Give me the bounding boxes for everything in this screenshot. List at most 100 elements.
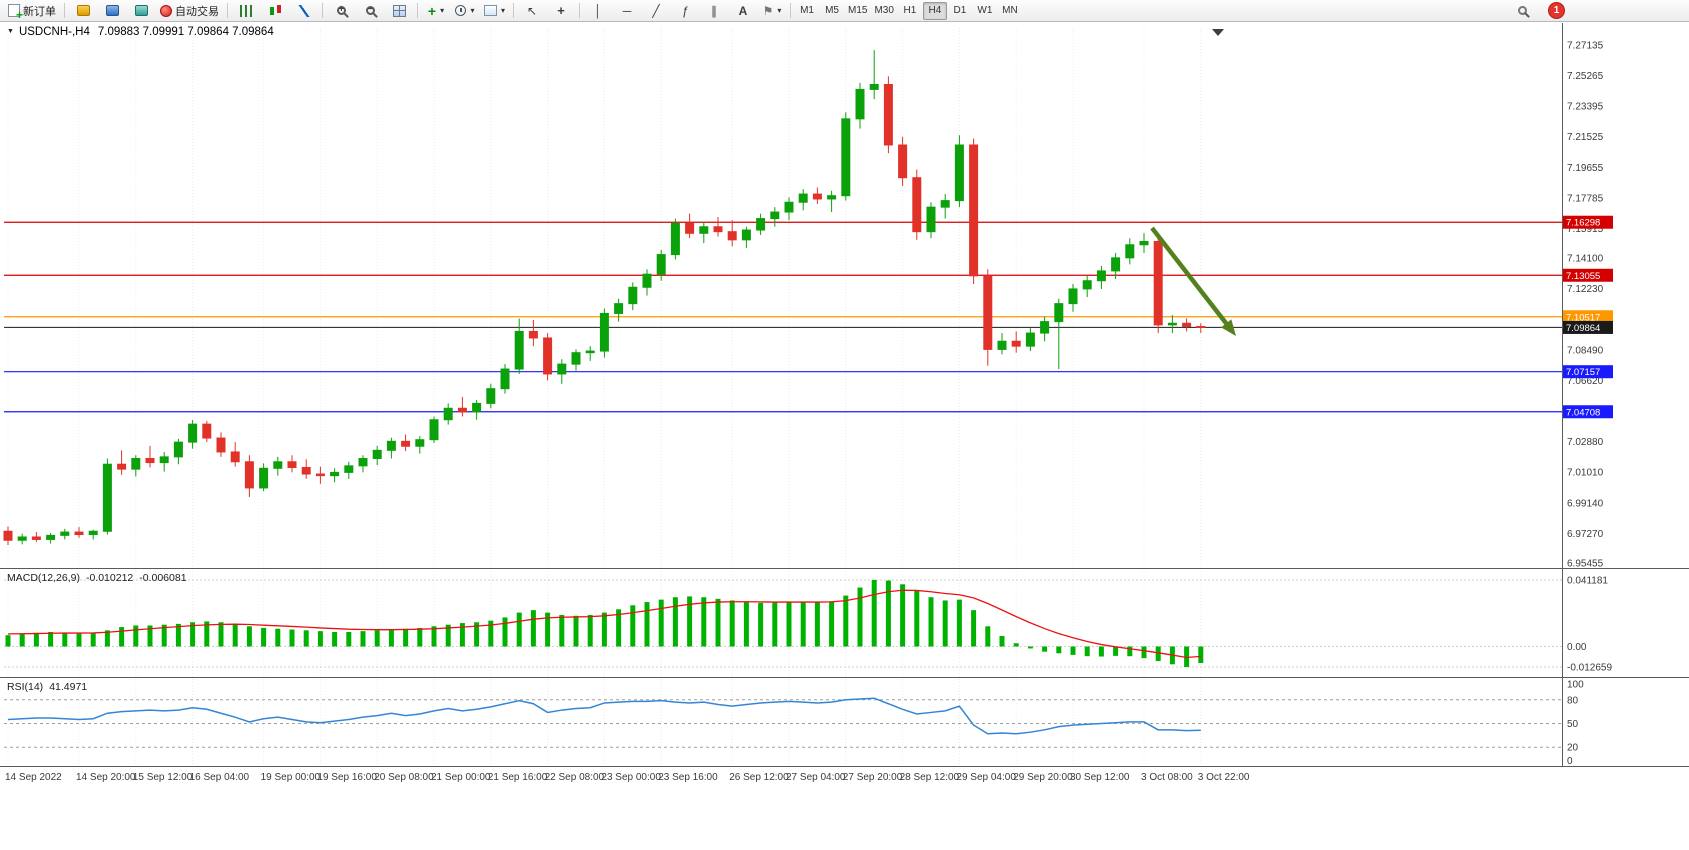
macd-histogram-bar bbox=[76, 633, 82, 647]
timeframe-button-mn[interactable]: MN bbox=[1002, 5, 1018, 16]
price-tag bbox=[1563, 365, 1613, 379]
arrows-icon bbox=[763, 5, 774, 17]
arrows-tool-button[interactable] bbox=[758, 1, 786, 21]
price-tag-label: 7.16298 bbox=[1566, 218, 1600, 229]
macd-histogram-bar bbox=[1127, 646, 1133, 657]
timeframe-button-m5[interactable]: M5 bbox=[825, 5, 839, 16]
candle-down bbox=[315, 473, 325, 477]
macd-histogram-bar bbox=[758, 602, 764, 647]
macd-histogram-bar bbox=[360, 631, 366, 647]
time-axis-label: 19 Sep 16:00 bbox=[317, 772, 377, 783]
autotrading-button[interactable]: 自动交易 bbox=[156, 1, 223, 21]
periods-button[interactable] bbox=[451, 1, 479, 21]
zoom-out-button[interactable] bbox=[356, 1, 384, 21]
macd-histogram-bar bbox=[516, 612, 522, 647]
candle-up bbox=[557, 363, 567, 375]
timeframe-button-w1[interactable]: W1 bbox=[977, 5, 993, 16]
search-button[interactable] bbox=[1508, 1, 1536, 21]
timeframe-button-d1[interactable]: D1 bbox=[953, 5, 967, 16]
candle-down bbox=[685, 222, 695, 234]
macd-histogram-bar bbox=[303, 630, 309, 647]
macd-histogram-bar bbox=[275, 628, 281, 647]
time-axis-label: 3 Oct 22:00 bbox=[1198, 772, 1250, 783]
macd-histogram-bar bbox=[417, 627, 423, 647]
add-indicator-icon bbox=[428, 4, 436, 18]
macd-histogram-bar bbox=[601, 612, 607, 647]
crosshair-button[interactable] bbox=[547, 1, 575, 21]
rsi-scale-label: 0 bbox=[1567, 756, 1573, 767]
macd-histogram-bar bbox=[786, 602, 792, 647]
toolbar-separator bbox=[417, 3, 418, 18]
notification-badge[interactable]: 1 bbox=[1548, 2, 1565, 19]
market-watch-icon bbox=[76, 5, 90, 16]
navigator-button[interactable] bbox=[127, 1, 155, 21]
candle-up bbox=[770, 211, 780, 220]
price-tag-label: 7.04708 bbox=[1566, 407, 1600, 418]
rsi-scale-label: 100 bbox=[1567, 680, 1584, 691]
macd-histogram-bar bbox=[800, 601, 806, 647]
chart-shift-marker-icon[interactable] bbox=[1212, 29, 1224, 36]
candle-down bbox=[912, 177, 922, 233]
candle-down bbox=[401, 440, 411, 447]
timeframe-button-m15[interactable]: M15 bbox=[848, 5, 868, 16]
candlestick-chart-button[interactable] bbox=[261, 1, 289, 21]
trendline-button[interactable] bbox=[642, 1, 670, 21]
text-tool-button[interactable] bbox=[729, 1, 757, 21]
timeframe-button-m30[interactable]: M30 bbox=[874, 5, 894, 16]
rsi-value: 41.4971 bbox=[49, 681, 88, 693]
macd-histogram-bar bbox=[729, 600, 735, 647]
tile-windows-button[interactable] bbox=[385, 1, 413, 21]
chevron-down-icon bbox=[501, 6, 505, 15]
candle-up bbox=[997, 340, 1007, 350]
candle-up bbox=[827, 195, 837, 200]
templates-button[interactable] bbox=[480, 1, 509, 21]
cursor-button[interactable] bbox=[518, 1, 546, 21]
time-axis-label: 21 Sep 00:00 bbox=[431, 772, 491, 783]
bar-chart-button[interactable] bbox=[232, 1, 260, 21]
macd-histogram-bar bbox=[644, 602, 650, 647]
zoom-in-button[interactable] bbox=[327, 1, 355, 21]
candlestick-chart-icon bbox=[268, 4, 282, 17]
macd-histogram-bar bbox=[388, 629, 394, 647]
candle-down bbox=[969, 144, 979, 277]
macd-histogram-bar bbox=[814, 602, 820, 647]
price-tag-label: 7.13055 bbox=[1566, 271, 1600, 282]
macd-histogram-bar bbox=[459, 623, 465, 647]
candle-up bbox=[798, 193, 808, 203]
new-order-button[interactable]: 新订单 bbox=[4, 1, 60, 21]
candle-down bbox=[883, 83, 893, 146]
candle-down bbox=[3, 530, 13, 541]
toolbar-separator bbox=[513, 3, 515, 18]
chart-collapse-icon[interactable] bbox=[7, 26, 19, 38]
timeframe-button-h1[interactable]: H1 bbox=[903, 5, 917, 16]
candle-up bbox=[841, 118, 851, 197]
time-axis-label: 30 Sep 12:00 bbox=[1070, 772, 1130, 783]
horizontal-line-button[interactable] bbox=[613, 1, 641, 21]
candle-down bbox=[244, 461, 254, 489]
candle-down bbox=[528, 330, 538, 339]
market-watch-button[interactable] bbox=[69, 1, 97, 21]
candle-down bbox=[1011, 340, 1021, 347]
macd-histogram-bar bbox=[119, 627, 125, 647]
macd-histogram-bar bbox=[985, 626, 991, 647]
timeframe-button-m1[interactable]: M1 bbox=[800, 5, 814, 16]
trend-arrow[interactable] bbox=[1150, 226, 1232, 329]
rsi-line bbox=[7, 697, 1201, 735]
candle-up bbox=[1082, 280, 1092, 290]
macd-histogram-bar bbox=[332, 631, 338, 647]
time-axis-label: 19 Sep 00:00 bbox=[261, 772, 321, 783]
data-window-button[interactable] bbox=[98, 1, 126, 21]
line-chart-button[interactable] bbox=[290, 1, 318, 21]
macd-scale-label: 0.00 bbox=[1567, 642, 1587, 653]
add-indicator-button[interactable] bbox=[422, 1, 450, 21]
time-axis-label: 22 Sep 08:00 bbox=[545, 772, 605, 783]
line-chart-icon bbox=[297, 4, 311, 17]
candle-down bbox=[1153, 240, 1163, 326]
fibonacci-button[interactable] bbox=[671, 1, 699, 21]
timeframe-button-h4[interactable]: H4 bbox=[922, 1, 947, 20]
channel-button[interactable] bbox=[700, 1, 728, 21]
price-axis-label: 7.01010 bbox=[1567, 468, 1604, 479]
vertical-line-button[interactable] bbox=[584, 1, 612, 21]
candle-down bbox=[287, 461, 297, 468]
